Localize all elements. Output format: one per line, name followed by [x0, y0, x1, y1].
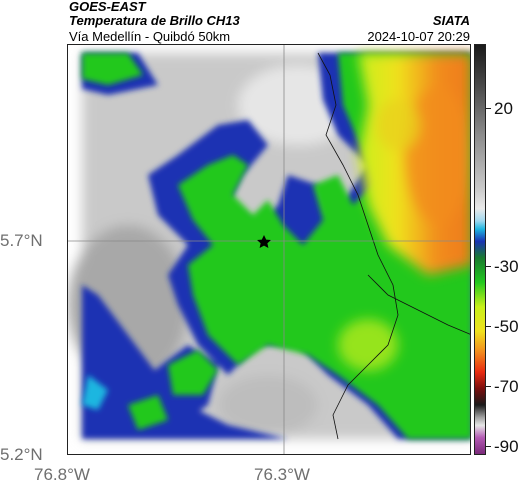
colorbar-label: -90 — [494, 437, 519, 456]
colorbar — [474, 44, 486, 455]
lat-label-upper: 5.7°N — [0, 231, 43, 250]
region-label: Vía Medellín - Quibdó 50km — [69, 29, 231, 44]
map-panel[interactable] — [67, 44, 471, 455]
lon-label-left: 76.8°W — [34, 465, 90, 484]
colorbar-tick — [486, 266, 491, 267]
star-icon — [257, 235, 271, 248]
colorbar-tick — [486, 386, 491, 387]
product-title: Temperatura de Brillo CH13 — [69, 13, 240, 28]
colorbar-tick — [486, 108, 491, 109]
lat-label-lower: 5.2°N — [0, 445, 43, 464]
cloud-warm-layer — [338, 53, 470, 371]
timestamp-label: 2024-10-07 20:29 — [367, 29, 470, 44]
satellite-source: GOES-EAST — [69, 0, 146, 14]
colorbar-tick — [486, 326, 491, 327]
colorbar-label: -50 — [494, 317, 519, 336]
colorbar-label: -30 — [494, 257, 519, 276]
colorbar-tick — [486, 446, 491, 447]
municipal-border — [367, 274, 470, 335]
colorbar-label: 20 — [494, 99, 513, 118]
department-border — [317, 52, 399, 440]
colorbar-label: -70 — [494, 377, 519, 396]
brightness-temperature-map — [68, 45, 470, 454]
organization-label: SIATA — [432, 13, 470, 28]
lon-label-right: 76.3°W — [254, 465, 310, 484]
